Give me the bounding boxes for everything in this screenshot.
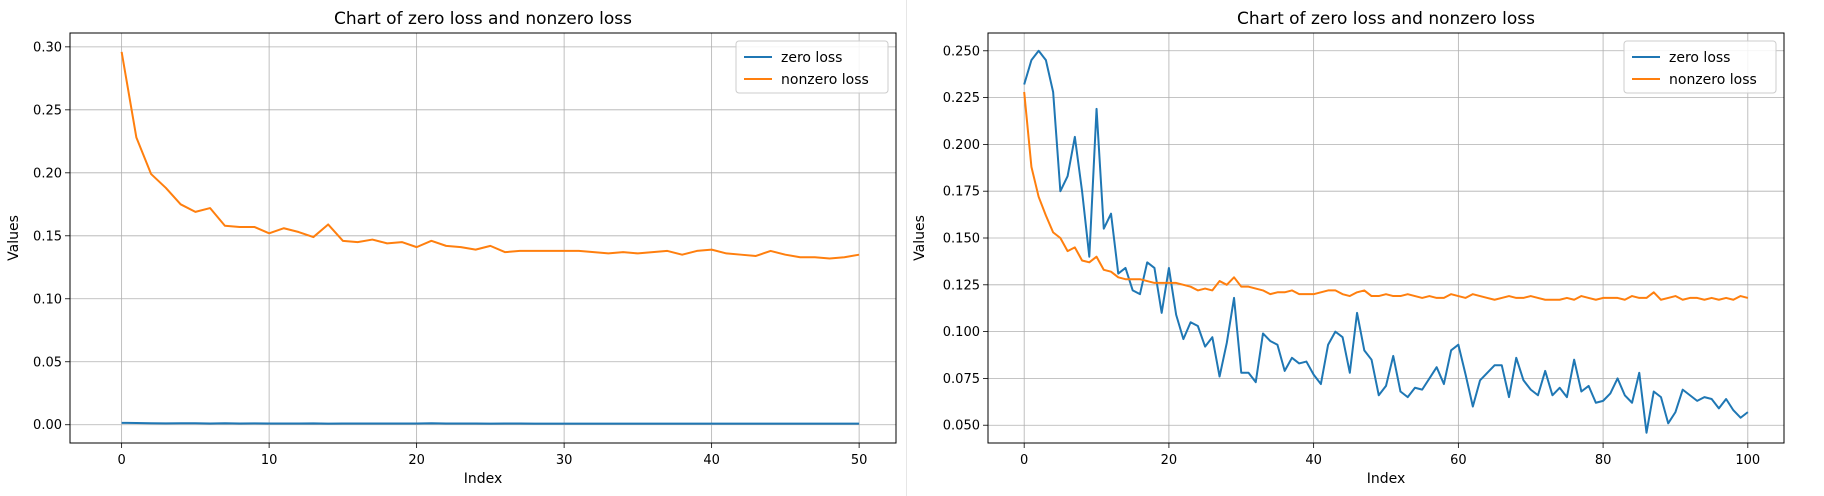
x-tick-label: 20 — [408, 453, 425, 468]
series-line-zero-loss — [1023, 49, 1749, 434]
legend — [735, 40, 889, 94]
y-tick-label: 0.10 — [33, 292, 62, 307]
chart-title: Chart of zero loss and nonzero loss — [1237, 9, 1535, 29]
y-tick-label: 0.250 — [943, 44, 980, 59]
y-tick-label: 0.175 — [943, 185, 980, 200]
legend-label: zero loss — [781, 50, 842, 66]
plot-frame — [69, 32, 897, 444]
chart-left: Chart of zero loss and nonzero loss 0 10 20… — [6, 9, 897, 487]
y-tick-label: 0.150 — [943, 232, 980, 247]
y-tick-label: 0.15 — [33, 229, 62, 244]
y-tick-label: 0.200 — [943, 138, 980, 153]
series-line-nonzero-loss — [1023, 91, 1749, 301]
x-tick-label: 80 — [1595, 453, 1612, 468]
y-tick-label: 0.225 — [943, 91, 980, 106]
x-tick-label: 0 — [117, 453, 125, 468]
legend-label: nonzero loss — [1669, 72, 1757, 88]
x-tick-label: 30 — [556, 453, 573, 468]
x-tick-label: 50 — [851, 453, 868, 468]
series-line-zero-loss — [121, 421, 860, 425]
x-tick-label: 10 — [261, 453, 278, 468]
y-tick-label: 0.05 — [33, 355, 62, 370]
y-tick-label: 0.30 — [33, 40, 62, 55]
x-tick-label: 40 — [1305, 453, 1322, 468]
plot-frame — [987, 32, 1785, 444]
y-tick-label: 0.00 — [33, 418, 62, 433]
x-tick-label: 20 — [1161, 453, 1178, 468]
series-line-nonzero-loss — [120, 51, 860, 260]
x-axis-label: Index — [1367, 471, 1406, 487]
y-tick-label: 0.20 — [33, 166, 62, 181]
chart-right: Chart of zero loss and nonzero loss 0 20 40… — [912, 9, 1785, 487]
y-tick-label: 0.100 — [943, 325, 980, 340]
legend-label: nonzero loss — [781, 72, 869, 88]
x-axis-label: Index — [464, 471, 503, 487]
y-tick-label: 0.075 — [943, 372, 980, 387]
x-tick-label: 0 — [1020, 453, 1028, 468]
x-tick-label: 60 — [1450, 453, 1467, 468]
x-tick-label: 100 — [1735, 453, 1760, 468]
panel-divider — [906, 0, 907, 496]
y-tick-label: 0.050 — [943, 419, 980, 434]
x-tick-label: 40 — [703, 453, 720, 468]
y-tick-label: 0.25 — [33, 103, 62, 118]
legend — [1623, 40, 1777, 94]
chart-title: Chart of zero loss and nonzero loss — [334, 9, 632, 29]
y-axis-label: Values — [912, 215, 928, 261]
y-axis-label: Values — [6, 215, 22, 261]
y-tick-label: 0.125 — [943, 278, 980, 293]
legend-label: zero loss — [1669, 50, 1730, 66]
